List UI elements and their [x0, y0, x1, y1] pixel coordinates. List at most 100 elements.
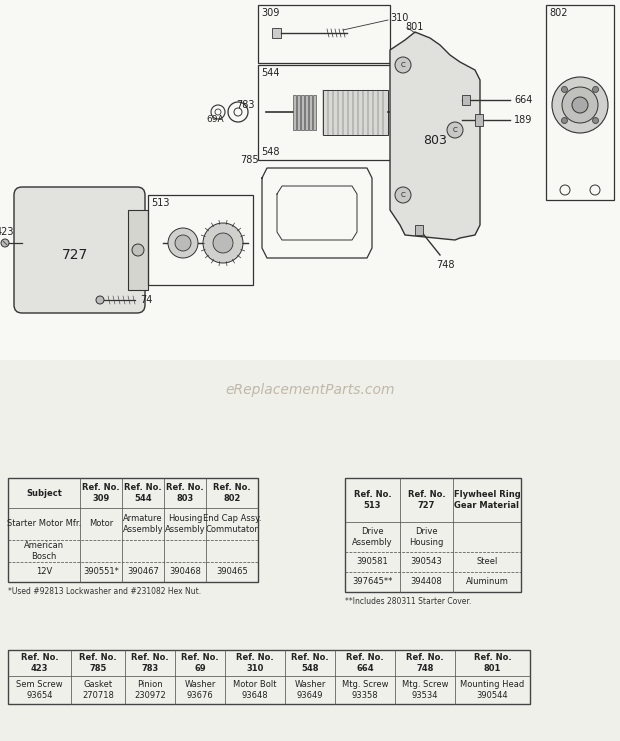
Text: 394408: 394408 — [410, 577, 443, 586]
Bar — [0, 0, 620, 360]
Text: Ref. No.
423: Ref. No. 423 — [20, 654, 58, 673]
Text: C: C — [401, 192, 405, 198]
Text: Ref. No.
69: Ref. No. 69 — [181, 654, 219, 673]
Text: Ref. No.
310: Ref. No. 310 — [236, 654, 274, 673]
Text: 664: 664 — [514, 95, 533, 105]
Circle shape — [168, 228, 198, 258]
FancyBboxPatch shape — [14, 187, 145, 313]
Text: 397645**: 397645** — [352, 577, 392, 586]
Text: 189: 189 — [514, 115, 533, 125]
Bar — [258, 5, 390, 63]
Bar — [323, 90, 388, 135]
Text: 390465: 390465 — [216, 568, 248, 576]
Circle shape — [552, 77, 608, 133]
Circle shape — [593, 118, 598, 124]
Text: Ref. No.
548: Ref. No. 548 — [291, 654, 329, 673]
Text: Starter Motor Mfr.: Starter Motor Mfr. — [7, 519, 81, 528]
Text: 785: 785 — [241, 155, 259, 165]
Bar — [148, 195, 253, 285]
Text: **Includes 280311 Starter Cover.: **Includes 280311 Starter Cover. — [345, 597, 471, 606]
Bar — [8, 650, 530, 704]
Circle shape — [593, 87, 598, 93]
Bar — [297, 95, 300, 130]
Text: 423: 423 — [0, 227, 14, 237]
Text: Ref. No.
748: Ref. No. 748 — [406, 654, 444, 673]
Text: Subject: Subject — [26, 488, 62, 497]
Bar — [305, 95, 308, 130]
Circle shape — [572, 97, 588, 113]
Circle shape — [562, 87, 598, 123]
Circle shape — [447, 122, 463, 138]
Text: Ref. No.
801: Ref. No. 801 — [474, 654, 512, 673]
Text: Ref. No.
664: Ref. No. 664 — [346, 654, 384, 673]
Bar — [128, 210, 148, 290]
Text: *Used #92813 Lockwasher and #231082 Hex Nut.: *Used #92813 Lockwasher and #231082 Hex … — [8, 587, 201, 596]
Text: 802: 802 — [549, 8, 567, 18]
Text: Flywheel Ring
Gear Material: Flywheel Ring Gear Material — [454, 491, 520, 510]
Text: Ref. No.
802: Ref. No. 802 — [213, 483, 251, 502]
Text: C: C — [401, 62, 405, 68]
Circle shape — [132, 244, 144, 256]
Circle shape — [562, 87, 567, 93]
Text: Ref. No.
785: Ref. No. 785 — [79, 654, 117, 673]
Text: 390581: 390581 — [356, 557, 388, 567]
Bar — [301, 95, 304, 130]
Text: Ref. No.
803: Ref. No. 803 — [166, 483, 204, 502]
Text: Pinion
230972: Pinion 230972 — [134, 680, 166, 700]
Text: Drive
Assembly: Drive Assembly — [352, 528, 393, 547]
Bar — [258, 65, 423, 160]
Text: Motor Bolt
93648: Motor Bolt 93648 — [233, 680, 277, 700]
Bar — [345, 478, 521, 592]
Circle shape — [96, 296, 104, 304]
Bar — [8, 478, 258, 582]
Bar — [309, 95, 312, 130]
Bar — [462, 95, 470, 105]
Text: 548: 548 — [261, 147, 280, 157]
Circle shape — [1, 239, 9, 247]
Text: Housing
Assembly: Housing Assembly — [165, 514, 205, 534]
Text: 390543: 390543 — [410, 557, 443, 567]
Text: 783: 783 — [236, 100, 255, 110]
Text: Steel: Steel — [476, 557, 498, 567]
Text: 69A: 69A — [206, 116, 224, 124]
Text: Washer
93649: Washer 93649 — [294, 680, 326, 700]
Circle shape — [203, 223, 243, 263]
Circle shape — [395, 57, 411, 73]
Text: 727: 727 — [62, 248, 88, 262]
Text: C: C — [453, 127, 458, 133]
Text: Ref. No.
513: Ref. No. 513 — [353, 491, 391, 510]
Text: Ref. No.
727: Ref. No. 727 — [408, 491, 445, 510]
Text: 513: 513 — [151, 198, 169, 208]
Bar — [415, 225, 423, 235]
Bar — [293, 95, 296, 130]
Text: Washer
93676: Washer 93676 — [184, 680, 216, 700]
Circle shape — [213, 233, 233, 253]
Text: 748: 748 — [436, 260, 454, 270]
Circle shape — [175, 235, 191, 251]
Text: 803: 803 — [423, 133, 447, 147]
Text: 74: 74 — [140, 295, 153, 305]
Text: 390468: 390468 — [169, 568, 201, 576]
Text: Aluminum: Aluminum — [466, 577, 508, 586]
Bar — [546, 5, 614, 200]
Polygon shape — [390, 32, 480, 240]
Text: Sem Screw
93654: Sem Screw 93654 — [16, 680, 63, 700]
Text: Mtg. Screw
93534: Mtg. Screw 93534 — [402, 680, 448, 700]
Circle shape — [562, 118, 567, 124]
Text: Mtg. Screw
93358: Mtg. Screw 93358 — [342, 680, 388, 700]
Text: Motor: Motor — [89, 519, 113, 528]
Text: Gasket
270718: Gasket 270718 — [82, 680, 114, 700]
Text: Drive
Housing: Drive Housing — [409, 528, 444, 547]
Text: Ref. No.
544: Ref. No. 544 — [124, 483, 162, 502]
Circle shape — [395, 187, 411, 203]
Text: Armature
Assembly: Armature Assembly — [123, 514, 163, 534]
Text: 801: 801 — [405, 22, 423, 32]
Text: Mounting Head
390544: Mounting Head 390544 — [461, 680, 525, 700]
Text: American
Bosch: American Bosch — [24, 541, 64, 561]
Text: 309: 309 — [261, 8, 280, 18]
Text: 390467: 390467 — [127, 568, 159, 576]
Bar — [475, 114, 483, 126]
Text: 12V: 12V — [36, 568, 52, 576]
Bar — [313, 95, 316, 130]
Text: Ref. No.
309: Ref. No. 309 — [82, 483, 120, 502]
